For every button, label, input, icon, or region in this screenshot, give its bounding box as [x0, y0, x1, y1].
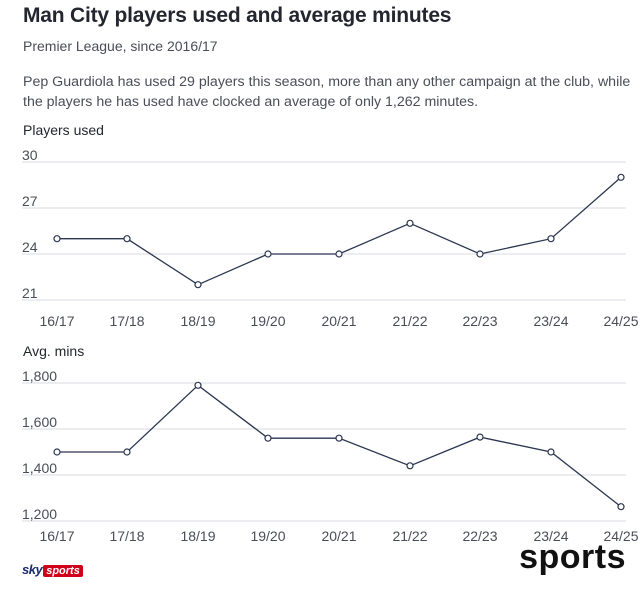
x-tick-label: 21/22 — [392, 528, 427, 544]
x-tick-label: 22/23 — [462, 528, 497, 544]
x-tick-label: 18/19 — [180, 528, 215, 544]
data-point — [335, 434, 343, 442]
x-tick-label: 23/24 — [533, 313, 568, 329]
data-point — [123, 235, 131, 243]
sports-watermark: sports — [519, 538, 626, 576]
data-point — [476, 250, 484, 258]
x-tick-label: 24/25 — [603, 313, 638, 329]
data-point — [406, 462, 414, 470]
data-point — [194, 281, 202, 289]
data-point — [123, 448, 131, 456]
sky-logo-text: sky — [22, 562, 43, 577]
data-point — [476, 433, 484, 441]
x-tick-label: 23/24 — [533, 528, 568, 544]
x-tick-label: 24/25 — [603, 528, 638, 544]
data-point — [335, 250, 343, 258]
x-tick-label: 16/17 — [39, 313, 74, 329]
y-tick-label: 30 — [22, 147, 38, 163]
avg-mins-chart: Avg. mins 1,800 1,600 1,400 1,200 16/17 17/18 1… — [22, 343, 639, 544]
sports-badge: sports — [43, 565, 83, 577]
data-point — [53, 235, 61, 243]
x-tick-label: 16/17 — [39, 528, 74, 544]
axis-title: Avg. mins — [23, 343, 84, 359]
data-point — [53, 448, 61, 456]
data-point — [264, 434, 272, 442]
x-tick-label: 17/18 — [109, 313, 144, 329]
data-point — [617, 503, 625, 511]
y-tick-label: 24 — [22, 239, 38, 255]
y-tick-label: 1,600 — [22, 414, 57, 430]
axis-title: Players used — [23, 122, 104, 138]
series-line — [57, 176, 622, 286]
x-tick-label: 20/21 — [321, 313, 356, 329]
y-tick-label: 1,400 — [22, 460, 57, 476]
chart-title: Man City players used and average minute… — [23, 4, 452, 27]
chart-subtitle: Premier League, since 2016/17 — [23, 38, 218, 54]
x-tick-label: 21/22 — [392, 313, 427, 329]
chart-description: Pep Guardiola has used 29 players this s… — [23, 74, 631, 110]
y-tick-label: 1,800 — [22, 368, 57, 384]
data-point — [617, 173, 625, 181]
y-tick-label: 21 — [22, 285, 38, 301]
x-tick-label: 19/20 — [250, 313, 285, 329]
y-tick-label: 1,200 — [22, 506, 57, 522]
x-tick-label: 17/18 — [109, 528, 144, 544]
data-point — [194, 381, 202, 389]
y-tick-label: 27 — [22, 193, 38, 209]
x-tick-label: 20/21 — [321, 528, 356, 544]
data-point — [264, 250, 272, 258]
x-tick-label: 18/19 — [180, 313, 215, 329]
x-tick-label: 22/23 — [462, 313, 497, 329]
data-point — [406, 219, 414, 227]
data-point — [547, 235, 555, 243]
x-tick-label: 19/20 — [250, 528, 285, 544]
series-line — [57, 384, 622, 508]
data-point — [547, 448, 555, 456]
sky-sports-logo: sky sports — [22, 562, 83, 577]
